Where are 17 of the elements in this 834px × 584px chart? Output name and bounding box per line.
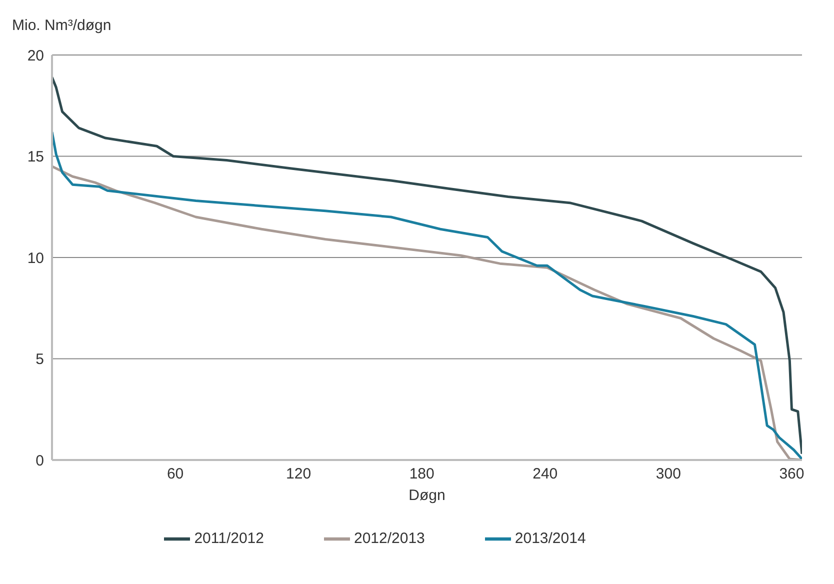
legend-label: 2012/2013 (354, 530, 425, 547)
line-series (52, 76, 802, 456)
x-tick-label: 180 (409, 466, 434, 483)
y-tick-label: 20 (27, 47, 44, 64)
x-axis-title: Døgn (408, 487, 446, 504)
y-tick-label: 5 (36, 351, 44, 368)
y-tick-label: 10 (27, 250, 44, 267)
y-tick-label: 15 (27, 148, 44, 166)
x-tick-label: 300 (656, 466, 681, 483)
x-tick-label: 120 (286, 466, 312, 483)
legend-label: 2011/2012 (194, 530, 264, 547)
x-tick-label: 360 (779, 466, 804, 483)
y-tick-label: 0 (36, 452, 44, 470)
y-axis-title: Mio. Nm³/døgn (12, 17, 112, 34)
x-tick-label: 240 (532, 466, 558, 483)
legend-label: 2013/2014 (514, 530, 586, 547)
x-tick-label: 60 (166, 466, 184, 483)
